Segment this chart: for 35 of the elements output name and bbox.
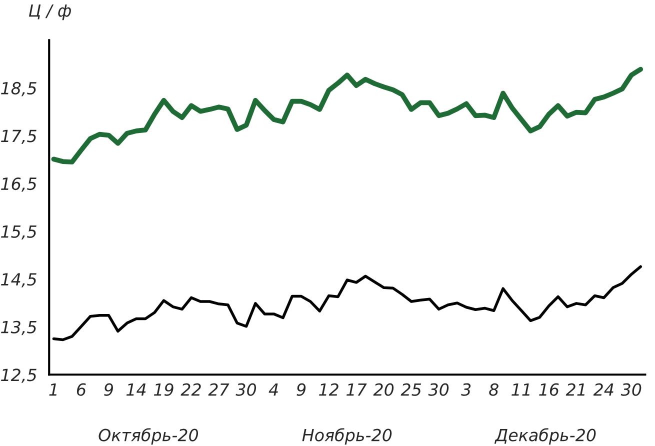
- y-axis-title: Ц / ф: [28, 4, 71, 20]
- y-tick-label: 18,5: [1, 82, 36, 96]
- x-tick-label: 30: [620, 383, 642, 396]
- text: Ноябрь-20: [302, 428, 392, 445]
- x-tick-label: 9: [104, 383, 113, 396]
- x-tick-label: 17: [346, 383, 367, 396]
- x-tick-label: 3: [461, 383, 471, 396]
- y-tick-label: 17,5: [1, 130, 36, 144]
- x-tick-label: 9: [296, 383, 306, 396]
- x-tick-label: 25: [400, 383, 422, 396]
- x-tick-label: 19: [154, 383, 174, 396]
- y-tick-label: 12,5: [1, 368, 36, 383]
- y-tick-label: 16,5: [1, 177, 36, 192]
- x-tick-label: 27: [208, 383, 230, 396]
- x-tick-label: 8: [489, 383, 498, 396]
- x-tick-label: 30: [428, 383, 449, 396]
- text: Октябрь-20: [98, 428, 198, 445]
- y-tick-label: 15,5: [1, 225, 36, 240]
- x-tick-label: 21: [566, 383, 584, 396]
- x-tick-label: 22: [180, 383, 201, 396]
- x-tick-label: 20: [373, 383, 394, 396]
- line-series: [51, 66, 644, 164]
- line-series: [52, 265, 642, 342]
- y-tick-label: 14,5: [1, 273, 36, 288]
- x-tick-label: 12: [319, 383, 338, 396]
- x-tick-label: 16: [539, 383, 559, 396]
- x-tick-label: 6: [76, 383, 86, 396]
- x-tick-label: 1: [49, 383, 56, 396]
- x-tick-label: 30: [236, 383, 256, 396]
- x-tick-label: 24: [593, 383, 614, 396]
- x-tick-label: 4: [268, 383, 278, 396]
- x-tick-label: 14: [126, 383, 146, 396]
- x-tick-label: 11: [512, 383, 530, 396]
- text: Декабрь-20: [494, 428, 596, 445]
- y-tick-label: 13,5: [1, 320, 36, 336]
